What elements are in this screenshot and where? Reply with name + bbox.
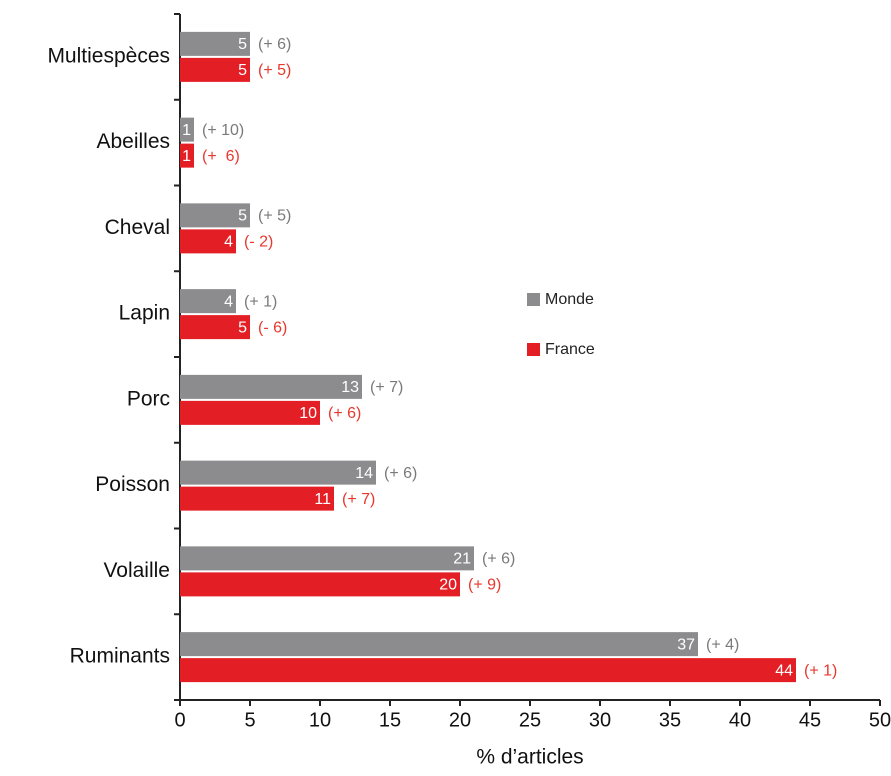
value-label: 37 (677, 636, 695, 653)
change-label: (+ 7) (342, 491, 375, 508)
bar (180, 117, 194, 142)
y-tick-label: Cheval (105, 216, 170, 239)
x-tick-label: 5 (244, 709, 255, 731)
change-label: (+ 10) (202, 122, 244, 139)
value-label: 10 (299, 405, 317, 422)
change-label: (+ 5) (258, 208, 291, 225)
change-label: (+ 5) (258, 62, 291, 79)
bar (180, 658, 796, 683)
y-tick-label: Abeilles (96, 130, 170, 153)
value-label: 5 (238, 62, 247, 79)
x-tick-label: 45 (799, 709, 821, 731)
value-label: 44 (775, 662, 793, 679)
change-label: (+ 6) (482, 551, 515, 568)
change-label: (+ 7) (370, 379, 403, 396)
change-label: (+ 6) (384, 465, 417, 482)
x-tick-label: 40 (729, 709, 751, 731)
legend-label: France (545, 341, 595, 358)
value-label: 1 (182, 122, 191, 139)
value-label: 5 (238, 208, 247, 225)
change-label: (+ 6) (258, 36, 291, 53)
value-label: 11 (314, 491, 331, 508)
change-label: (+ 4) (706, 636, 739, 653)
value-label: 1 (182, 148, 191, 165)
y-tick-label: Porc (127, 387, 170, 410)
x-tick-label: 15 (379, 709, 401, 731)
y-tick-label: Multiespèces (47, 44, 170, 67)
change-label: (+ 6) (202, 148, 240, 165)
bar (180, 546, 474, 571)
bar (180, 374, 362, 399)
bar (180, 31, 250, 56)
legend-swatch (527, 293, 540, 306)
change-label: (+ 9) (468, 577, 501, 594)
x-tick-label: 50 (869, 709, 891, 731)
value-label: 21 (453, 551, 471, 568)
bar (180, 289, 236, 314)
change-label: (- 6) (258, 319, 287, 336)
value-label: 5 (238, 319, 247, 336)
change-label: (+ 6) (328, 405, 361, 422)
bar (180, 486, 334, 511)
value-label: 4 (224, 293, 233, 310)
legend-label: Monde (545, 291, 594, 308)
bar (180, 400, 320, 425)
change-label: (- 2) (244, 234, 273, 251)
x-tick-label: 20 (449, 709, 471, 731)
bar (180, 203, 250, 228)
x-tick-label: 35 (659, 709, 681, 731)
value-label: 14 (355, 465, 373, 482)
bar (180, 143, 194, 168)
y-tick-label: Ruminants (70, 645, 170, 668)
change-label: (+ 1) (244, 293, 277, 310)
x-tick-label: 0 (174, 709, 185, 731)
value-label: 13 (341, 379, 359, 396)
value-label: 20 (439, 577, 457, 594)
value-label: 5 (238, 36, 247, 53)
x-tick-label: 10 (309, 709, 331, 731)
y-tick-label: Lapin (119, 302, 170, 325)
x-tick-label: 30 (589, 709, 611, 731)
change-label: (+ 1) (804, 662, 837, 679)
bar (180, 229, 236, 254)
bar (180, 632, 698, 657)
bar (180, 572, 460, 597)
bar (180, 460, 376, 485)
x-tick-label: 25 (519, 709, 541, 731)
value-label: 4 (224, 234, 233, 251)
bar (180, 315, 250, 340)
legend-swatch (527, 343, 540, 356)
y-tick-label: Volaille (103, 559, 170, 582)
bar (180, 57, 250, 82)
y-tick-label: Poisson (95, 473, 170, 496)
x-axis-label: % d’articles (476, 746, 583, 769)
